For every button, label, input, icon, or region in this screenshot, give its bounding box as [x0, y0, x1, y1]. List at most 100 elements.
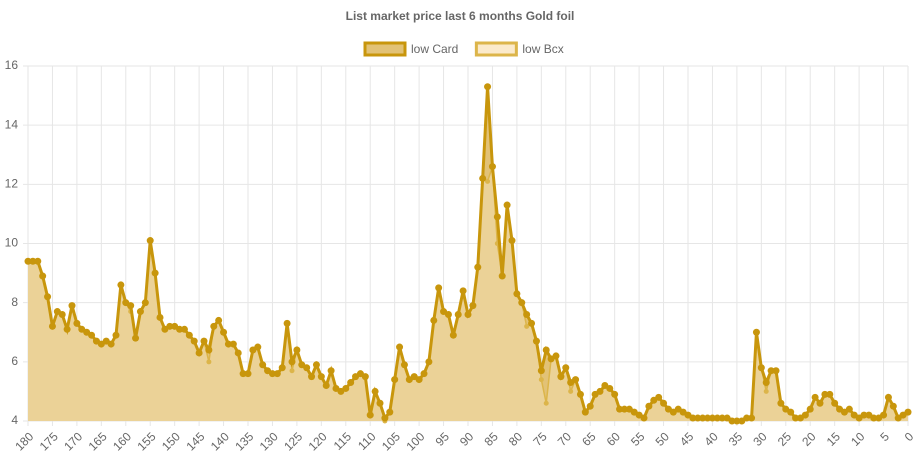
point: [528, 319, 536, 327]
point: [151, 269, 159, 277]
point: [415, 376, 423, 384]
point: [816, 399, 824, 407]
point: [792, 414, 800, 422]
point: [772, 367, 780, 375]
point: [464, 311, 472, 318]
point: [176, 325, 184, 333]
x-tick-label: 75: [530, 429, 550, 449]
point: [117, 281, 125, 289]
point: [156, 313, 164, 321]
x-tick-label: 5: [877, 429, 892, 444]
point: [733, 417, 741, 425]
point: [205, 346, 213, 354]
x-tick-label: 20: [799, 429, 819, 449]
point: [596, 387, 604, 395]
point: [420, 370, 428, 378]
point: [206, 359, 212, 365]
point: [215, 316, 223, 324]
point: [616, 405, 624, 413]
point: [689, 414, 697, 422]
point: [229, 340, 237, 348]
x-tick-label: 110: [355, 429, 379, 453]
legend-label: low Card: [411, 42, 458, 56]
point: [806, 405, 814, 413]
point: [425, 358, 433, 366]
point: [283, 319, 291, 327]
x-tick-label: 120: [306, 429, 330, 453]
x-tick-label: 145: [183, 429, 207, 453]
point: [562, 364, 570, 372]
point: [513, 290, 521, 298]
point: [400, 361, 408, 369]
point: [645, 402, 653, 410]
point: [811, 393, 819, 401]
legend-swatch: [363, 41, 407, 57]
point: [606, 384, 614, 392]
point: [268, 370, 276, 378]
point: [146, 237, 154, 245]
point: [484, 83, 492, 91]
x-tick-label: 25: [775, 429, 795, 449]
point: [660, 399, 668, 407]
x-tick-label: 65: [579, 429, 599, 449]
x-tick-label: 45: [677, 429, 697, 449]
point: [327, 367, 335, 375]
point: [29, 257, 37, 265]
legend-swatch: [474, 41, 518, 57]
point: [322, 382, 330, 389]
point: [821, 390, 829, 398]
point: [312, 361, 320, 369]
point: [763, 388, 769, 394]
point: [254, 343, 262, 351]
point: [845, 405, 853, 413]
point: [728, 417, 736, 425]
point: [39, 272, 47, 280]
point: [718, 414, 726, 422]
point: [289, 368, 295, 374]
x-tick-label: 130: [257, 429, 281, 453]
x-tick-label: 175: [37, 429, 61, 453]
point: [220, 328, 228, 336]
point: [576, 390, 584, 398]
point: [371, 387, 379, 395]
point: [752, 328, 760, 336]
x-tick-label: 140: [208, 429, 232, 453]
y-tick-label: 16: [5, 58, 19, 72]
point: [586, 402, 594, 410]
x-tick-label: 40: [701, 429, 721, 449]
point: [366, 411, 374, 419]
point: [303, 364, 311, 372]
area: [28, 86, 908, 421]
x-tick-label: 125: [281, 429, 305, 453]
point: [361, 373, 369, 381]
chart-title: List market price last 6 months Gold foi…: [346, 9, 575, 23]
point: [444, 311, 452, 318]
point: [767, 367, 775, 375]
x-tick-label: 0: [902, 429, 917, 444]
point: [557, 373, 565, 381]
point: [708, 414, 716, 422]
point: [611, 390, 619, 398]
point: [381, 414, 389, 422]
point: [860, 411, 868, 419]
point: [552, 352, 560, 360]
point: [386, 408, 394, 416]
x-tick-label: 35: [726, 429, 746, 449]
point: [488, 163, 496, 171]
point: [543, 400, 549, 406]
point: [34, 257, 42, 265]
point: [787, 408, 795, 416]
point: [454, 311, 462, 318]
point: [73, 319, 81, 327]
x-tick-label: 15: [824, 429, 844, 449]
point: [538, 377, 544, 383]
point: [694, 414, 702, 422]
point: [107, 340, 115, 348]
point: [485, 178, 491, 184]
point: [342, 384, 350, 392]
point: [224, 340, 232, 348]
y-tick-label: 8: [11, 295, 18, 309]
legend: low Card low Bcx: [363, 41, 564, 57]
x-tick-label: 135: [232, 429, 256, 453]
x-tick-label: 85: [481, 429, 501, 449]
